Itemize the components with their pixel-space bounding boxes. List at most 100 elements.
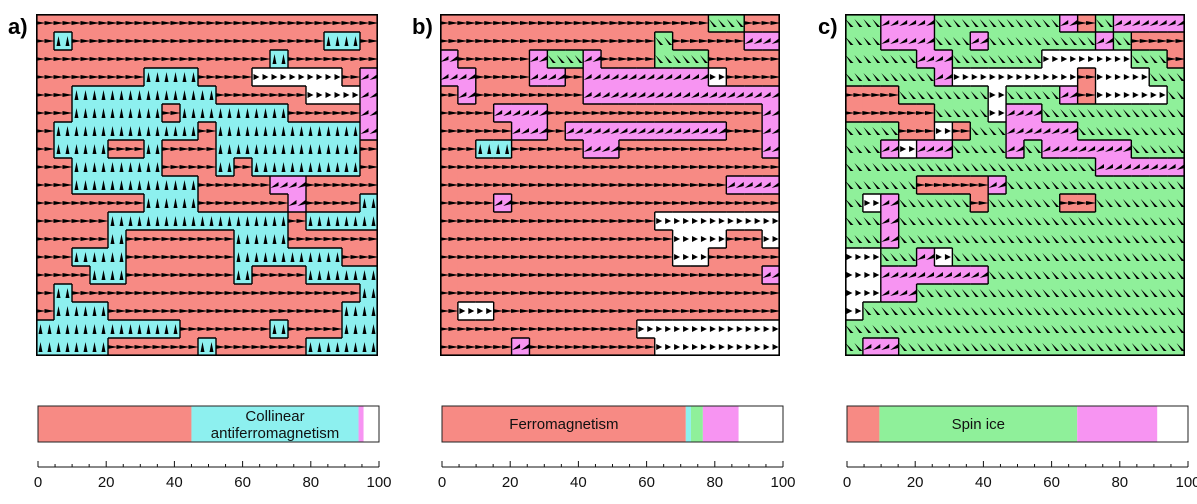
spin-arrow	[116, 309, 127, 313]
spin-arrow	[537, 165, 548, 169]
spin-arrow	[164, 198, 169, 208]
spin-arrow	[1113, 271, 1122, 279]
spin-arrow	[725, 165, 736, 169]
spin-arrow	[564, 273, 575, 277]
spin-tile	[1041, 86, 1061, 105]
spin-arrow	[332, 309, 343, 313]
spin-arrow	[952, 55, 961, 63]
spin-arrow	[484, 21, 495, 25]
spin-arrow	[871, 93, 882, 97]
spin-arrow	[854, 55, 863, 63]
spin-tile	[90, 248, 109, 267]
spin-arrow	[627, 57, 638, 61]
spin-arrow	[645, 273, 656, 277]
spin-arrow	[734, 111, 745, 115]
spin-arrow	[1149, 109, 1158, 117]
x-tick-label: 20	[907, 474, 924, 491]
bar-segment-vortex	[358, 406, 364, 442]
spin-arrow	[242, 21, 253, 25]
spin-arrow	[206, 165, 217, 169]
spin-arrow	[83, 90, 88, 100]
spin-tile	[690, 248, 709, 267]
spin-tile	[636, 68, 656, 87]
spin-arrow	[618, 327, 629, 331]
spin-arrow	[708, 128, 717, 134]
bar-segment-other	[738, 406, 783, 442]
spin-tile	[1006, 50, 1025, 69]
spin-arrow	[979, 91, 988, 99]
spin-arrow	[627, 291, 638, 295]
spin-arrow	[1033, 110, 1042, 116]
spin-arrow	[254, 162, 259, 172]
spin-arrow	[107, 201, 118, 205]
spin-arrow	[1140, 271, 1149, 279]
spin-arrow	[1167, 164, 1176, 170]
spin-arrow	[881, 73, 890, 81]
spin-arrow	[155, 216, 160, 226]
spin-arrow	[763, 218, 770, 224]
spin-tile	[898, 248, 917, 267]
spin-arrow	[1087, 343, 1096, 351]
spin-arrow	[484, 57, 495, 61]
spin-arrow	[926, 235, 934, 243]
spin-arrow	[493, 21, 504, 25]
spin-arrow	[734, 255, 745, 259]
spin-arrow	[1149, 307, 1158, 315]
spin-tile	[1167, 338, 1185, 356]
spin-arrow	[1104, 199, 1113, 207]
spin-tile	[324, 86, 343, 105]
spin-arrow	[206, 183, 217, 187]
spin-tile	[1059, 266, 1079, 285]
spin-arrow	[546, 345, 557, 349]
spin-arrow	[308, 144, 313, 154]
spin-arrow	[101, 126, 106, 136]
spin-arrow	[224, 39, 235, 43]
spin-arrow	[170, 309, 181, 313]
spin-tile	[1113, 158, 1132, 177]
spin-arrow	[297, 182, 306, 188]
spin-arrow	[1114, 74, 1121, 80]
spin-tile	[54, 284, 73, 303]
spin-arrow	[209, 90, 214, 100]
spin-tile	[270, 248, 289, 267]
spin-arrow	[692, 344, 698, 350]
spin-arrow	[1069, 325, 1078, 333]
spin-arrow	[754, 218, 761, 224]
spin-arrow	[44, 165, 55, 169]
spin-tile	[234, 230, 253, 249]
spin-tile	[440, 68, 459, 87]
spin-tile	[1059, 302, 1079, 321]
spin-arrow	[1016, 74, 1023, 80]
spin-arrow	[1006, 110, 1015, 116]
spin-arrow	[582, 345, 593, 349]
spin-arrow	[287, 111, 298, 115]
spin-arrow	[191, 108, 196, 118]
spin-arrow	[1006, 19, 1015, 27]
spin-arrow	[1086, 93, 1097, 97]
spin-arrow	[343, 92, 350, 98]
spin-arrow	[700, 236, 707, 242]
spin-arrow	[591, 183, 602, 187]
spin-arrow	[486, 308, 493, 314]
spin-arrow	[173, 126, 178, 136]
spin-arrow	[997, 199, 1006, 207]
spin-arrow	[582, 165, 593, 169]
spin-tile	[970, 158, 989, 177]
spin-arrow	[845, 111, 855, 115]
spin-tile	[654, 86, 674, 105]
spin-arrow	[125, 201, 136, 205]
spin-arrow	[224, 183, 235, 187]
spin-arrow	[173, 216, 178, 226]
spin-arrow	[979, 145, 988, 153]
spin-tile	[1041, 14, 1061, 33]
spin-tile	[324, 248, 343, 267]
spin-arrow	[770, 21, 780, 25]
spin-arrow	[155, 162, 160, 172]
spin-arrow	[881, 127, 890, 135]
spin-arrow	[683, 218, 690, 224]
spin-arrow	[537, 291, 548, 295]
spin-arrow	[502, 345, 513, 349]
spin-arrow	[299, 162, 304, 172]
spin-arrow	[188, 57, 199, 61]
spin-arrow	[251, 273, 262, 277]
